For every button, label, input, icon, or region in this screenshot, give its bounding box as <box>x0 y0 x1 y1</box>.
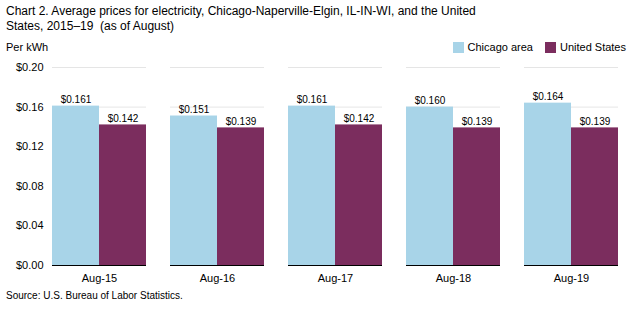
svg-text:$0.160: $0.160 <box>415 95 446 106</box>
svg-text:$0.08: $0.08 <box>16 180 44 192</box>
html-text:Per kWh: Per kWh <box>6 41 49 53</box>
svg-text:$0.161: $0.161 <box>297 94 328 105</box>
svg-text:$0.151: $0.151 <box>179 104 210 115</box>
svg-text:$0.139: $0.139 <box>580 116 611 127</box>
svg-text:$0.139: $0.139 <box>462 116 493 127</box>
svg-text:$0.04: $0.04 <box>16 219 44 231</box>
svg-text:Aug-18: Aug-18 <box>436 272 471 284</box>
svg-text:$0.139: $0.139 <box>226 116 257 127</box>
svg-text:Aug-16: Aug-16 <box>200 272 235 284</box>
svg-text:$0.161: $0.161 <box>61 94 92 105</box>
svg-text:Aug-15: Aug-15 <box>82 272 117 284</box>
svg-text:$0.16: $0.16 <box>16 101 44 113</box>
svg-text:Aug-17: Aug-17 <box>318 272 353 284</box>
svg-text:Aug-19: Aug-19 <box>554 272 589 284</box>
svg-text:$0.00: $0.00 <box>16 259 44 271</box>
html-text:Source: U.S. Bureau of Labor S: Source: U.S. Bureau of Labor Statistics. <box>6 290 183 301</box>
svg-text:$0.20: $0.20 <box>16 61 44 73</box>
svg-text:$0.142: $0.142 <box>344 113 375 124</box>
html-text:Chart 2. Average prices for el: Chart 2. Average prices for electricity,… <box>6 4 476 33</box>
html-text:United States: United States <box>560 41 626 53</box>
svg-text:$0.12: $0.12 <box>16 140 44 152</box>
svg-text:$0.142: $0.142 <box>108 113 139 124</box>
html-text:Chicago area: Chicago area <box>467 41 533 53</box>
svg-text:$0.164: $0.164 <box>533 91 564 102</box>
